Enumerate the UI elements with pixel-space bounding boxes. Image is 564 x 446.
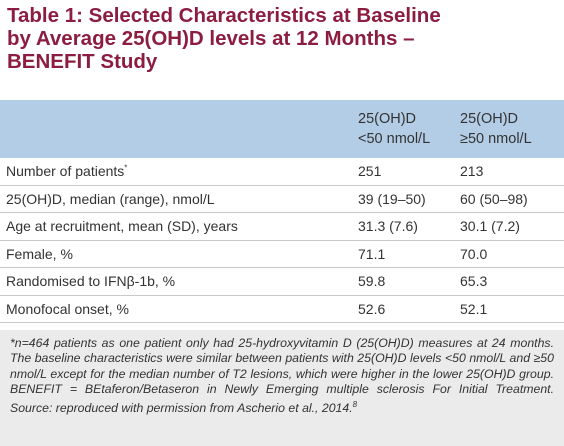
row-label: Monofocal onset, % xyxy=(6,301,129,317)
cell: 251 xyxy=(358,163,382,179)
cell: 70.0 xyxy=(460,245,488,262)
row-label-text: Number of patients xyxy=(6,163,125,179)
row-label-text: Randomised to IFNβ-1b, % xyxy=(6,273,176,289)
title: Table 1: Selected Characteristics at Bas… xyxy=(7,4,559,73)
row-label-text: Female, % xyxy=(6,245,73,262)
title-line: by Average 25(OH)D levels at 12 Months – xyxy=(7,27,415,50)
row-label-text: 25(OH)D, median (range), nmol/L xyxy=(6,190,215,207)
footnote-ref: 8 xyxy=(352,400,358,410)
cell: 213 xyxy=(460,163,484,179)
row-label: Age at recruitment, mean (SD), years xyxy=(6,218,238,234)
title-line: Table 1: Selected Characteristics at Bas… xyxy=(7,4,441,27)
cell: 31.3 (7.6) xyxy=(358,218,418,234)
table-row: Age at recruitment, mean (SD), years 31.3… xyxy=(0,213,564,241)
row-label: Randomised to IFNβ-1b, % xyxy=(6,273,175,289)
table-row: Female, % 71.1 70.0 xyxy=(0,241,564,268)
column-header-line: 25(OH)D xyxy=(358,111,417,127)
row-label-text: Age at recruitment, mean (SD), years xyxy=(6,218,238,234)
table-row: Randomised to IFNβ-1b, % 59.8 65.3 xyxy=(0,268,564,296)
column-header-line: ≥50 nmol/L xyxy=(460,131,532,147)
cell: 65.3 xyxy=(460,273,488,289)
title-line: BENEFIT Study xyxy=(7,50,158,73)
column-header: 25(OH)D ≥50 nmol/L xyxy=(460,109,532,149)
row-label-mark: * xyxy=(124,163,128,173)
row-label-text: Monofocal onset, % xyxy=(6,300,129,317)
cell: 30.1 (7.2) xyxy=(460,218,520,234)
table-row: 25(OH)D, median (range), nmol/L 39 (19–50… xyxy=(0,186,564,213)
table-row: Number of patients* 251 213 xyxy=(0,158,564,186)
cell: 71.1 xyxy=(358,245,386,262)
cell: 59.8 xyxy=(358,273,386,289)
row-label: Female, % xyxy=(6,246,73,262)
footnote: *n=464 patients as one patient only had … xyxy=(10,336,554,417)
row-label: 25(OH)D, median (range), nmol/L xyxy=(6,191,215,207)
cell: 52.1 xyxy=(460,300,488,317)
footnote-box: *n=464 patients as one patient only had … xyxy=(0,330,564,446)
footnote-text: *n=464 patients as one patient only had … xyxy=(10,336,554,416)
column-header-line: 25(OH)D xyxy=(460,111,519,127)
table-row: Monofocal onset, % 52.6 52.1 xyxy=(0,296,564,323)
cell: 60 (50–98) xyxy=(460,190,528,207)
column-header-line: <50 nmol/L xyxy=(358,131,431,147)
table: 25(OH)D <50 nmol/L 25(OH)D ≥50 nmol/L Number… xyxy=(0,100,564,351)
cell: 39 (19–50) xyxy=(358,190,426,207)
header-row: 25(OH)D <50 nmol/L 25(OH)D ≥50 nmol/L xyxy=(0,100,564,158)
column-header: 25(OH)D <50 nmol/L xyxy=(358,109,430,149)
cell: 52.6 xyxy=(358,300,386,317)
row-label: Number of patients* xyxy=(6,163,127,179)
